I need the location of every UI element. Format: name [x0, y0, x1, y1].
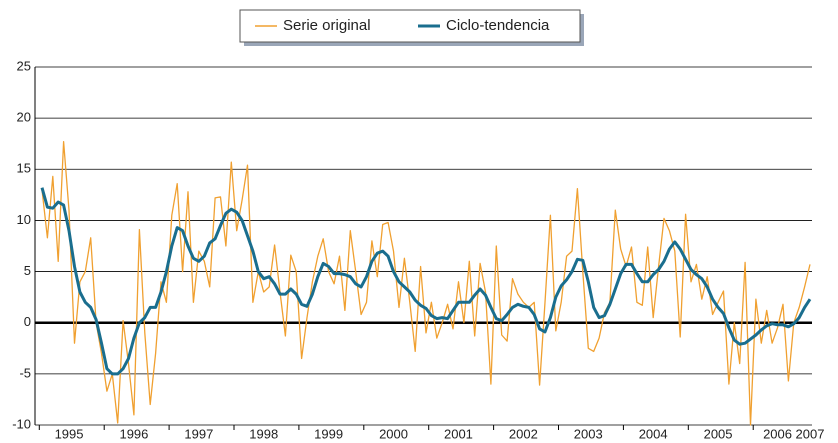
x-tick-label: 2007: [796, 426, 825, 441]
y-tick-label: 10: [17, 212, 31, 227]
y-tick-label: 5: [24, 263, 31, 278]
x-tick-label: 1998: [249, 426, 278, 441]
legend-label: Ciclo-tendencia: [446, 17, 550, 34]
series-line: [41, 141, 811, 426]
x-tick-label: 1996: [119, 426, 148, 441]
y-tick-label: 20: [17, 110, 31, 125]
legend: [239, 9, 581, 43]
y-tick-label: 15: [17, 161, 31, 176]
x-tick-label: 2003: [574, 426, 603, 441]
y-tick-label: -5: [19, 365, 31, 380]
x-tick-label: 1999: [314, 426, 343, 441]
legend-label: Serie original: [283, 17, 371, 34]
series-line: [40, 187, 812, 376]
y-tick-label: 25: [17, 58, 31, 73]
x-tick-label: 2000: [379, 426, 408, 441]
x-tick-label: 2001: [444, 426, 473, 441]
x-tick-label: 1997: [184, 426, 213, 441]
x-tick-label: 2002: [509, 426, 538, 441]
y-tick-label: -10: [12, 416, 31, 431]
x-tick-label: 1995: [55, 426, 84, 441]
x-tick-label: 2006: [763, 426, 792, 441]
x-tick-label: 2005: [704, 426, 733, 441]
y-tick-label: 0: [24, 314, 31, 329]
x-tick-label: 2004: [639, 426, 668, 441]
